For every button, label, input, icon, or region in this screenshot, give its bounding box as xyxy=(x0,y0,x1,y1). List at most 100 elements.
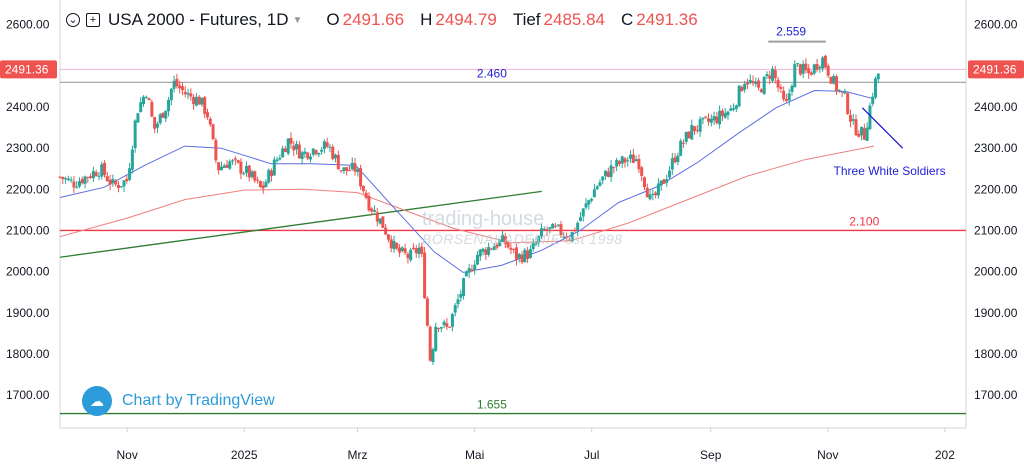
candle-body xyxy=(648,194,652,200)
candle-body xyxy=(509,247,513,250)
candle-body xyxy=(144,96,148,98)
candle xyxy=(629,149,633,164)
candle xyxy=(361,185,365,194)
candle xyxy=(356,167,360,177)
candle-body xyxy=(91,171,95,179)
candle xyxy=(186,88,190,100)
candle xyxy=(862,123,866,141)
candle xyxy=(161,112,165,119)
candle-body xyxy=(373,210,377,212)
candle xyxy=(737,85,741,108)
candle xyxy=(364,189,368,200)
candle xyxy=(264,179,268,188)
candle-body xyxy=(565,236,569,239)
trendline[interactable] xyxy=(59,190,542,258)
ohlc-low: Tief 2485.84 xyxy=(512,10,605,29)
candle-body xyxy=(439,327,443,329)
candle-body xyxy=(258,180,262,188)
candle-body xyxy=(197,96,201,105)
candle-body xyxy=(445,323,449,327)
candle xyxy=(823,54,827,69)
symbol-title[interactable]: USA 2000 - Futures, 1D xyxy=(108,10,289,29)
candle-body xyxy=(75,186,79,188)
candle-body xyxy=(759,89,763,93)
candle-body xyxy=(108,179,112,185)
candle xyxy=(732,103,736,112)
candle xyxy=(512,248,516,254)
candle-body xyxy=(325,142,329,147)
candle xyxy=(189,88,193,101)
candle xyxy=(559,221,563,238)
candle-body xyxy=(200,97,204,105)
candle-body xyxy=(540,228,544,237)
candle-body xyxy=(386,234,390,240)
candle xyxy=(153,116,157,134)
candle xyxy=(306,151,310,161)
candle-body xyxy=(868,105,872,129)
circle-chevron-icon[interactable]: ⌄ xyxy=(66,13,80,27)
candle xyxy=(475,251,479,266)
candle xyxy=(136,112,140,123)
candle xyxy=(395,242,399,251)
triangle-down-icon[interactable]: ▼ xyxy=(292,14,303,26)
candle-body xyxy=(403,248,407,253)
candle xyxy=(423,246,427,299)
candle-body xyxy=(798,64,802,75)
candle xyxy=(175,73,179,89)
candle xyxy=(473,260,477,275)
y-tick-left: 2400.00 xyxy=(6,100,50,114)
candle-body xyxy=(737,85,741,107)
plus-square-icon[interactable]: + xyxy=(86,13,100,27)
candle-body xyxy=(495,244,499,248)
candle-body xyxy=(487,246,491,255)
candle-body xyxy=(103,162,107,176)
candle xyxy=(637,154,641,173)
candle xyxy=(576,221,580,236)
candle-body xyxy=(242,173,246,175)
candle xyxy=(840,91,844,97)
candle xyxy=(308,153,312,163)
candle-body xyxy=(612,167,616,169)
candle-body xyxy=(526,250,530,259)
tradingview-branding[interactable]: ☁ Chart by TradingView xyxy=(82,386,275,416)
candle-body xyxy=(734,105,738,109)
y-tick-left: 2300.00 xyxy=(6,141,50,155)
candle xyxy=(411,243,415,251)
candle-body xyxy=(267,169,271,183)
candle-body xyxy=(311,148,315,155)
candle-body xyxy=(225,164,229,168)
candle-body xyxy=(58,176,62,178)
candle-body xyxy=(631,154,635,163)
candle xyxy=(317,152,321,157)
candle xyxy=(751,75,755,86)
y-tick-right: 2300.00 xyxy=(974,141,1018,155)
candle-body xyxy=(534,242,538,245)
candle xyxy=(119,186,123,189)
candle-body xyxy=(155,123,159,128)
candle-body xyxy=(559,224,563,236)
candle-body xyxy=(417,247,421,255)
candle-body xyxy=(779,87,783,89)
candle xyxy=(848,109,852,128)
candle xyxy=(108,175,112,191)
candle-body xyxy=(629,154,633,159)
candle xyxy=(69,176,73,183)
candle-body xyxy=(233,158,237,160)
candle-body xyxy=(89,176,93,178)
price-label-right-bg xyxy=(968,60,1024,79)
candle-body xyxy=(270,170,274,176)
candle xyxy=(180,82,184,95)
candle xyxy=(150,99,154,118)
candle-body xyxy=(295,143,299,150)
candle xyxy=(66,175,70,182)
candle xyxy=(501,229,505,243)
level-label: 2.460 xyxy=(477,66,507,80)
candle xyxy=(289,132,293,149)
candle-body xyxy=(768,75,772,79)
candle-body xyxy=(679,140,683,156)
candle-body xyxy=(141,96,145,105)
candle-body xyxy=(587,200,591,205)
candle-body xyxy=(698,119,702,132)
candle-body xyxy=(840,91,844,93)
